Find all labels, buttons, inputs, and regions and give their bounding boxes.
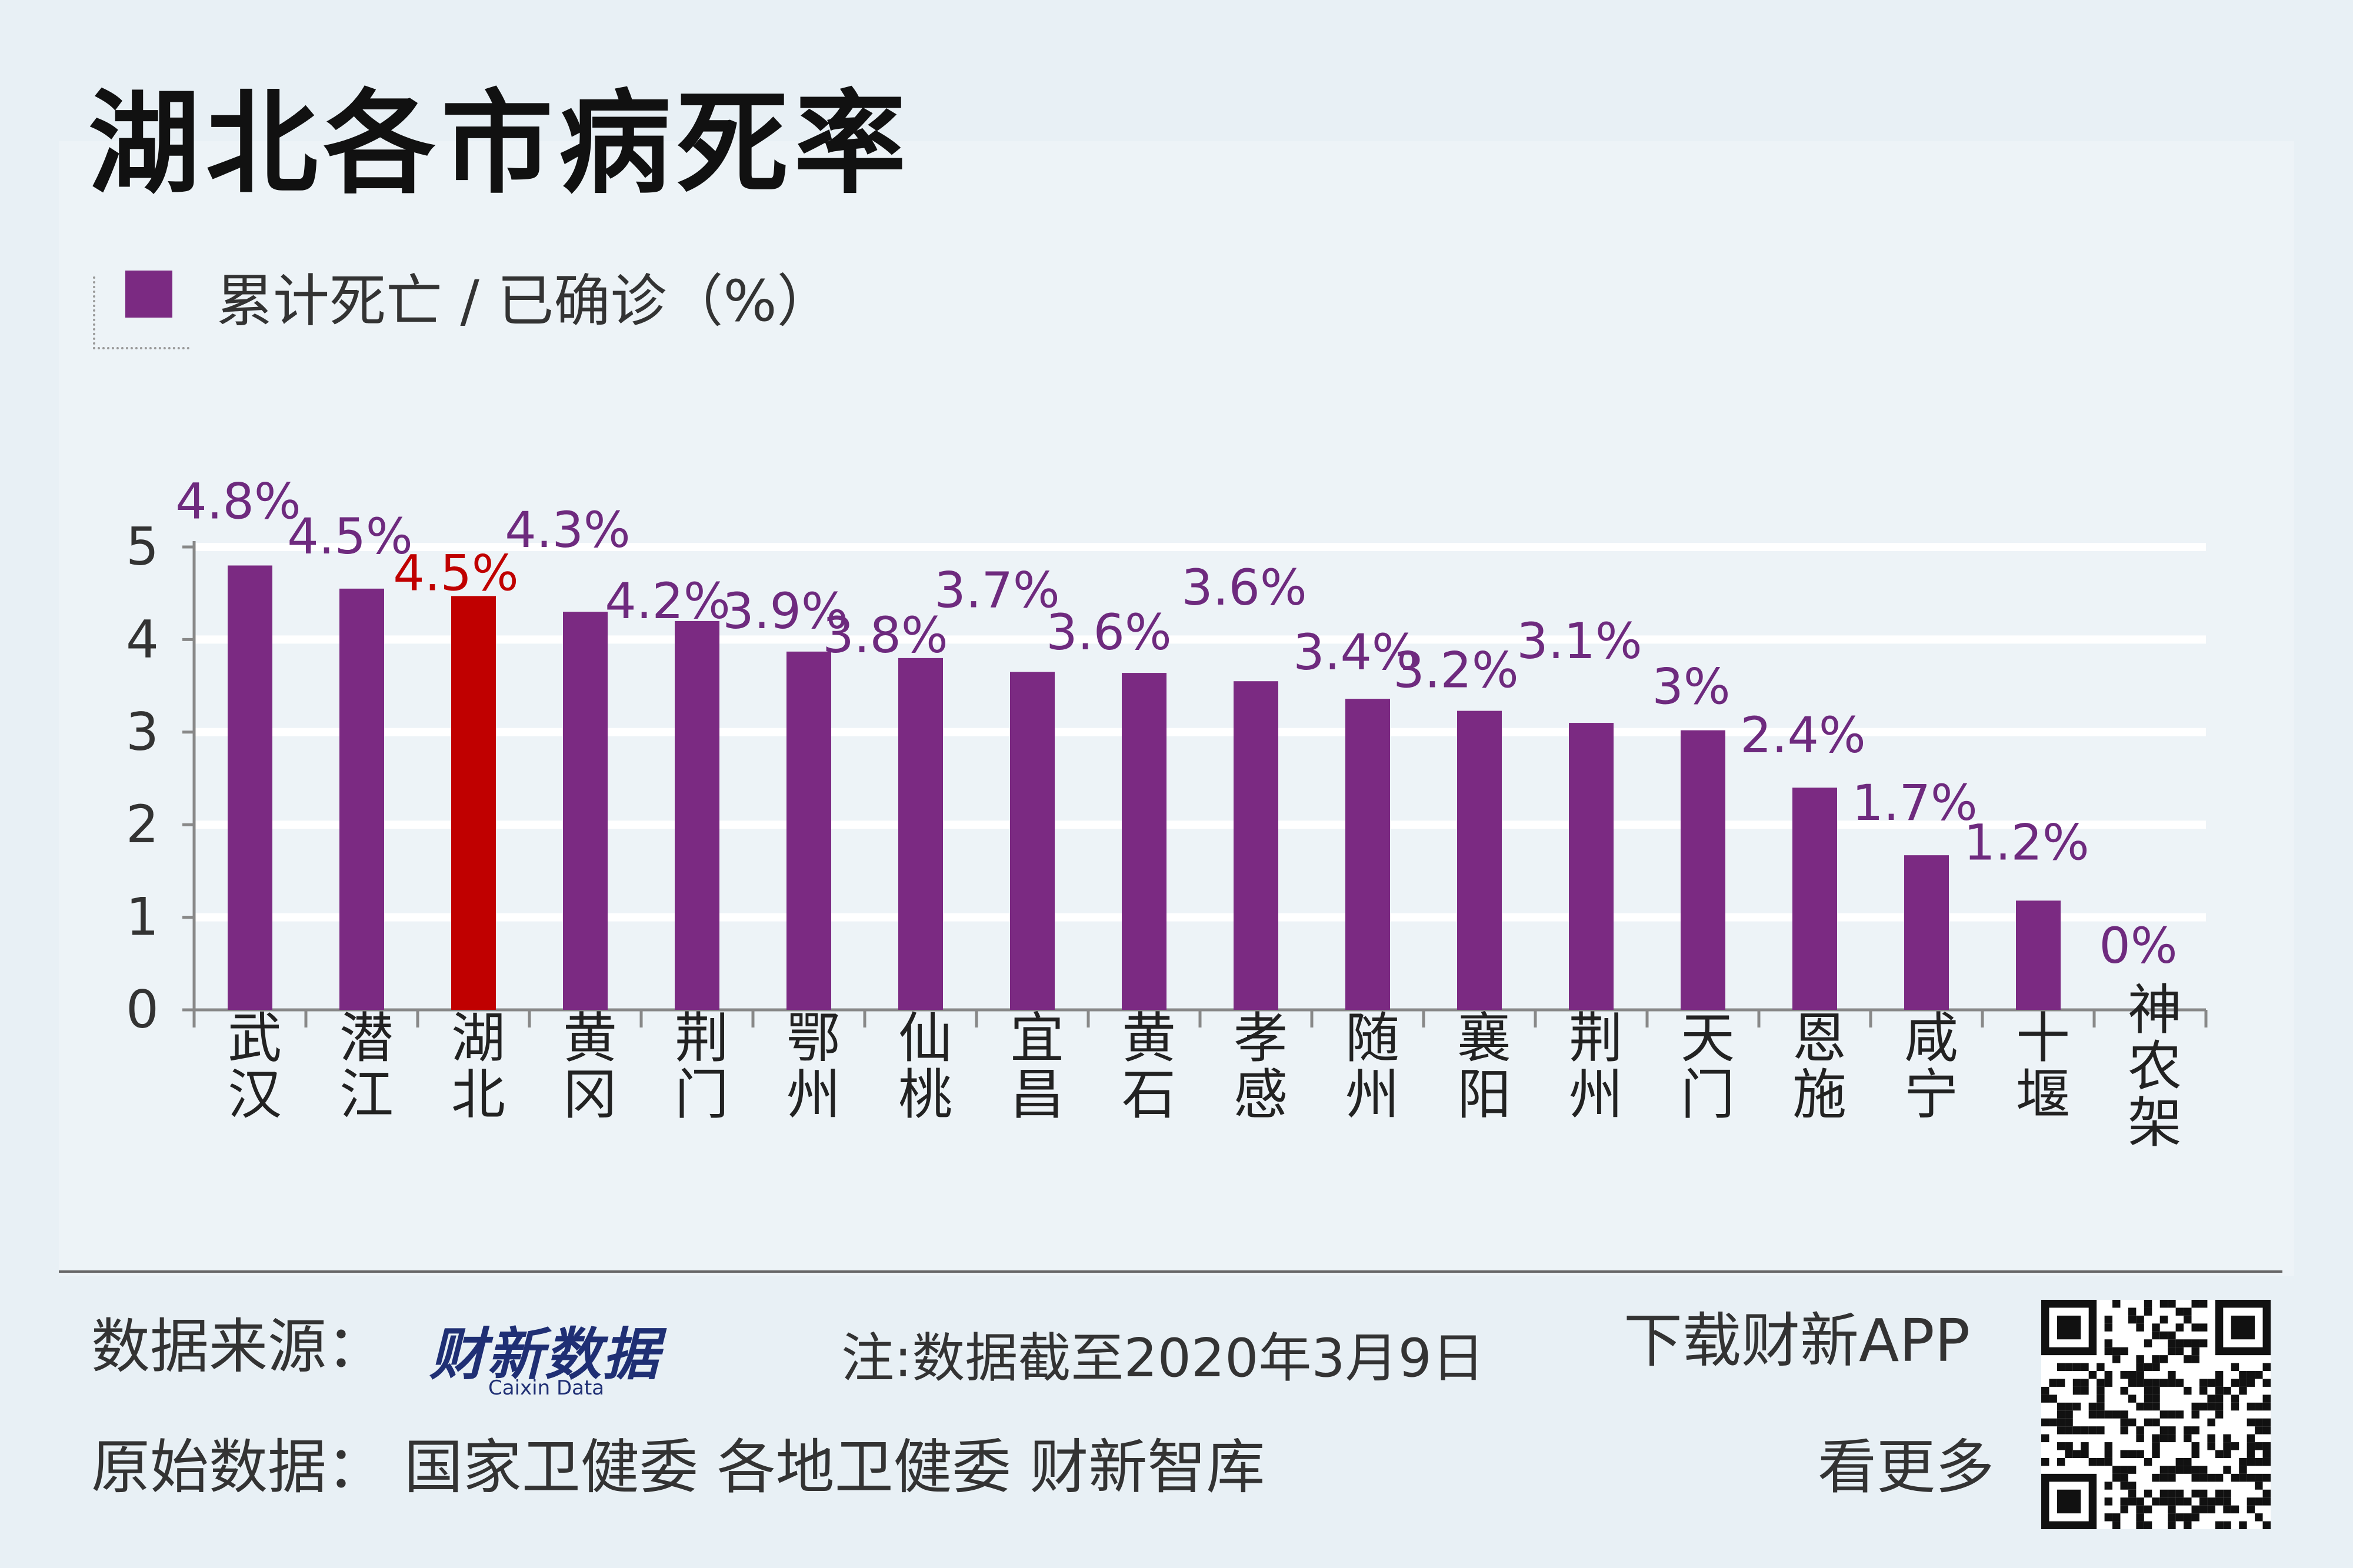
data-label: 3% [1652,658,1730,716]
x-tick-label: 十堰 [2007,1009,2070,1122]
x-tick-label: 黄冈 [554,1009,617,1122]
data-label: 0% [2099,917,2177,975]
legend-label: 累计死亡 / 已确诊（%） [216,268,834,334]
x-tick-label: 随州 [1337,1009,1399,1122]
bar [1792,788,1837,1010]
download-app-text: 下载财新APP [1624,1306,1971,1375]
x-tick-label: 荆州 [1560,1009,1623,1122]
legend: 累计死亡 / 已确诊（%） [93,268,975,349]
y-tick-label: 2 [126,794,159,855]
chart-title: 湖北各市病死率 [88,79,912,209]
bar [1569,723,1614,1010]
bar [1234,681,1278,1010]
see-more-text: 看更多 [1818,1433,1994,1502]
date-note: 注:数据截至2020年3月9日 [841,1327,1485,1389]
x-tick-label: 天门 [1672,1009,1735,1122]
x-tick-label: 荆门 [666,1009,729,1122]
logo-text: 财新数据 [429,1322,660,1387]
bar [1681,730,1725,1010]
bar [898,658,943,1010]
data-label: 1.7% [1852,774,1977,832]
caixin-data-logo[interactable]: 财新数据 Caixin Data [429,1309,665,1403]
x-tick-label: 孝感 [1225,1009,1288,1122]
x-tick-label: 神农架 [2119,981,2182,1150]
data-label: 4.5% [393,544,518,602]
footer-divider [59,1270,2282,1273]
data-label: 3.7% [934,561,1059,619]
bar [1010,672,1055,1010]
data-label: 2.4% [1740,706,1865,764]
data-label: 3.6% [1181,559,1307,616]
y-tick-label: 1 [126,887,159,948]
x-tick-label: 宜昌 [1001,1009,1064,1122]
x-tick-label: 恩施 [1784,1009,1847,1122]
x-tick-label: 黄石 [1113,1009,1176,1122]
x-tick-label: 潜江 [331,1009,394,1122]
bar [228,565,272,1010]
data-label: 1.2% [1964,813,2089,871]
content-panel [59,141,2294,1276]
y-tick-label: 4 [126,609,159,669]
raw-data-sources: 原始数据： 国家卫健委 各地卫健委 财新智库 [91,1433,1265,1502]
bar [2016,900,2061,1010]
data-label: 3.2% [1393,642,1518,699]
bar [563,612,608,1010]
data-label: 4.8% [175,472,301,530]
bar [786,651,831,1010]
legend-swatch [125,271,172,318]
logo-subtext: Caixin Data [488,1376,605,1400]
x-tick-label: 咸宁 [1895,1009,1958,1122]
x-tick-label: 湖北 [442,1009,505,1122]
data-label: 4.5% [287,508,412,565]
x-tick-label: 襄阳 [1448,1009,1511,1122]
bar [675,620,719,1010]
bar [451,596,496,1010]
bar [1904,855,1949,1010]
data-label: 3.4% [1293,623,1418,681]
y-tick-label: 0 [126,979,159,1040]
x-tick-label: 武汉 [219,1009,282,1122]
data-label: 3.8% [822,606,948,664]
bar [339,588,384,1010]
x-tick-label: 鄂州 [778,1009,841,1122]
y-tick-label: 3 [126,702,159,762]
data-label: 3.6% [1046,603,1171,661]
source-label: 数据来源： [91,1312,385,1381]
legend-frame [93,276,189,349]
data-label: 3.1% [1517,612,1642,670]
x-tick-label: 仙桃 [889,1009,952,1122]
bar [1345,699,1390,1010]
data-label: 3.9% [722,582,848,640]
bar [1122,673,1166,1010]
qr-code-icon[interactable] [2041,1300,2271,1529]
bar [1457,710,1502,1010]
y-tick-label: 5 [126,516,159,577]
data-label: 4.3% [505,501,630,559]
data-label: 4.2% [605,572,730,630]
bar-chart: 0 1 2 3 4 5 4.8% 武汉 4.5% 潜江 4.5% 湖北 4.3% 黄冈 4.2% 荆门 3.9%… [126,472,2208,1150]
